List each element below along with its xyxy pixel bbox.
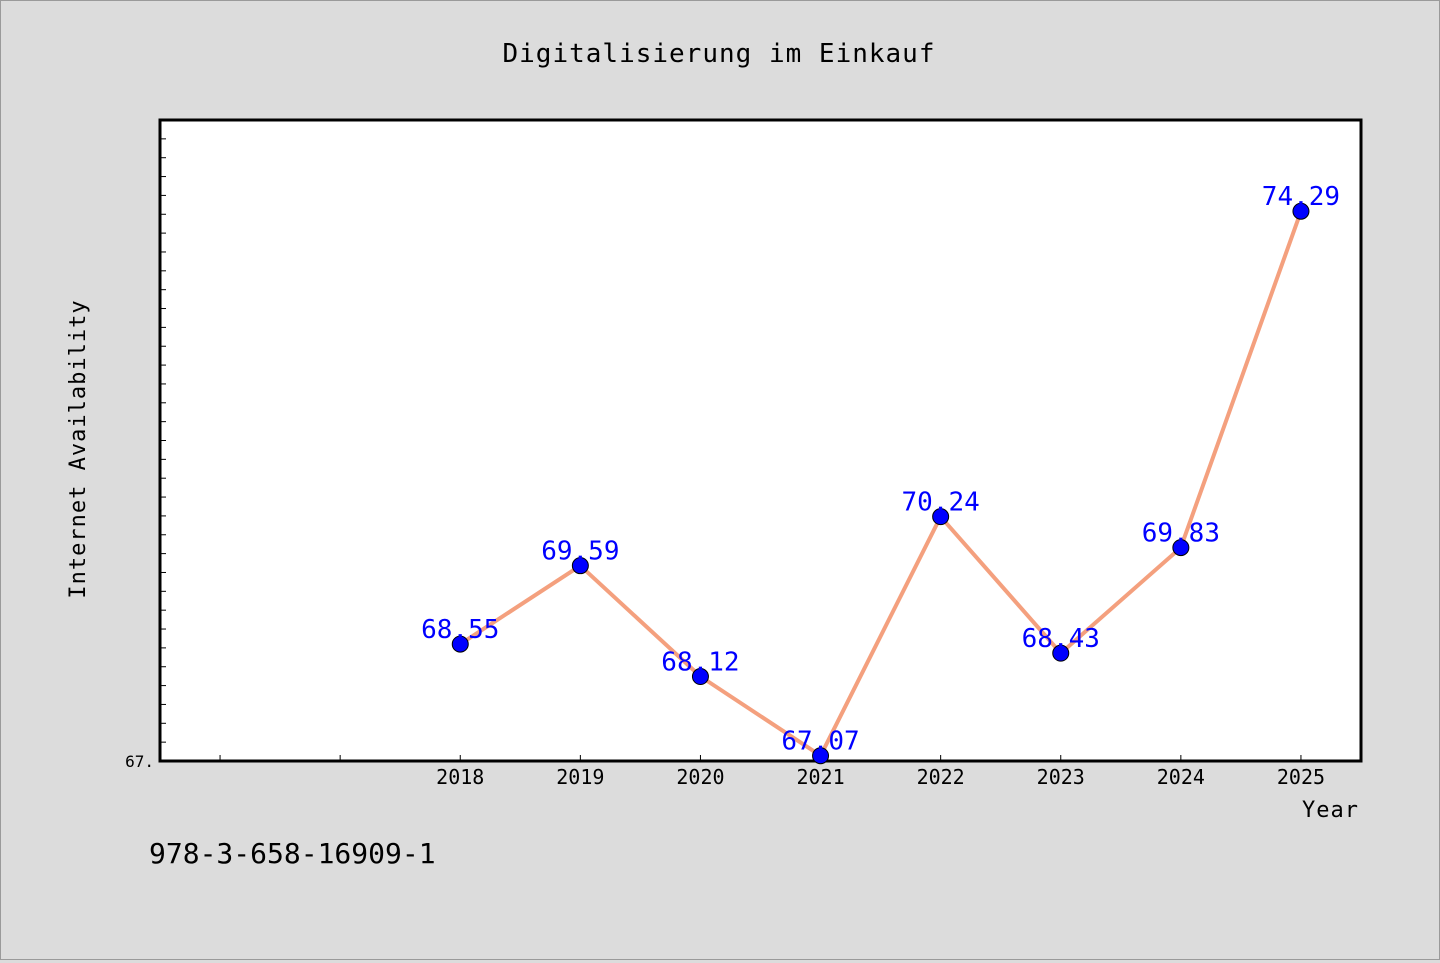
x-axis-label: Year [1302,798,1359,823]
data-point [932,508,950,526]
y-tick-label-min: 67. [125,752,154,771]
x-tick-label: 2020 [676,765,724,789]
series-line [458,209,1303,758]
data-point [1172,539,1190,557]
data-point [812,747,830,765]
data-label: 67.07 [781,727,859,757]
data-label: 68.43 [1022,624,1100,654]
data-label: 69.83 [1142,519,1220,549]
y-axis-label: Internet Availability [66,299,91,598]
axis-ticks [160,138,1302,762]
data-point [691,668,709,686]
x-tick-label: 2019 [556,765,604,789]
data-point [1052,644,1070,662]
chart-title: Digitalisierung im Einkauf [503,39,936,69]
x-tick-label: 2021 [796,765,844,789]
data-markers [451,202,1310,765]
data-point [1292,202,1310,220]
data-point [451,635,469,653]
data-label: 68.55 [421,615,499,645]
data-label: 74.29 [1262,182,1340,212]
x-tick-label: 2018 [436,765,484,789]
data-label: 70.24 [902,488,980,518]
x-tick-label: 2023 [1037,765,1085,789]
data-label: 69.59 [541,537,619,567]
x-tick-labels: 2018 2019 2020 2021 2022 2023 2024 2025 [436,765,1325,789]
footer-identifier: 978-3-658-16909-1 [149,837,436,870]
plot-area [158,118,1363,763]
data-labels: 68.55 69.59 68.12 67.07 70.24 68.43 69.83 74.29 [421,182,1340,756]
x-tick-label: 2022 [917,765,965,789]
x-tick-label: 2024 [1157,765,1205,789]
x-tick-label: 2025 [1277,765,1325,789]
data-point [571,557,589,575]
data-label: 68.12 [661,648,739,678]
